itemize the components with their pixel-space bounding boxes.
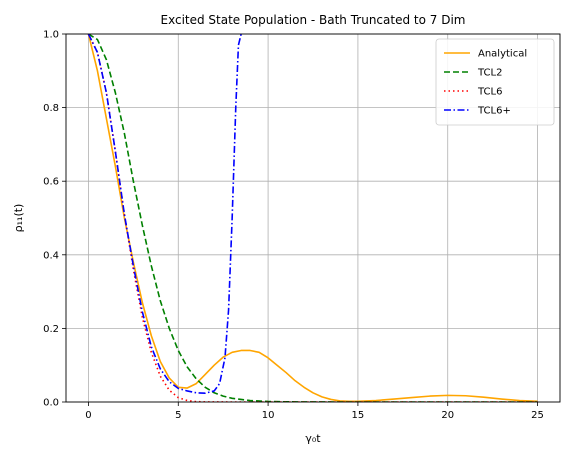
series-line-tcl2 xyxy=(88,34,538,402)
chart-title: Excited State Population - Bath Truncate… xyxy=(161,13,466,27)
x-tick-label: 0 xyxy=(85,410,91,421)
legend-label: TCL6 xyxy=(477,87,502,98)
series-layer xyxy=(87,34,538,402)
y-tick-label: 0.8 xyxy=(43,103,59,114)
x-tick-label: 20 xyxy=(441,410,454,421)
y-tick-label: 0.4 xyxy=(43,250,59,261)
legend-label: Analytical xyxy=(478,49,527,60)
plot-frame xyxy=(65,33,561,403)
x-tick-label: 5 xyxy=(175,410,181,421)
series-line-analytical xyxy=(87,34,538,402)
x-tick-label: 10 xyxy=(262,410,275,421)
series-line-tcl6 xyxy=(87,34,538,402)
x-tick-label: 25 xyxy=(531,410,544,421)
legend-box xyxy=(435,38,555,126)
y-tick-label: 1.0 xyxy=(43,30,59,41)
y-tick-label: 0.2 xyxy=(43,324,59,335)
legend-label: TCL6+ xyxy=(477,106,511,117)
y-axis-label: ρ₁₁(t) xyxy=(12,204,25,233)
x-axis-label: γ₀t xyxy=(305,432,321,445)
legend-label: TCL2 xyxy=(477,68,502,79)
y-tick-label: 0.0 xyxy=(43,398,59,409)
x-tick-label: 15 xyxy=(352,410,365,421)
legend: Analytical TCL2 TCL6 TCL6+ xyxy=(435,38,555,126)
y-tick-label: 0.6 xyxy=(43,177,59,188)
series-line-tcl6- xyxy=(87,34,242,394)
ticks: 0 5 10 15 20 25 0.0 0.2 0.4 0.6 0.8 1.0 xyxy=(43,30,544,422)
